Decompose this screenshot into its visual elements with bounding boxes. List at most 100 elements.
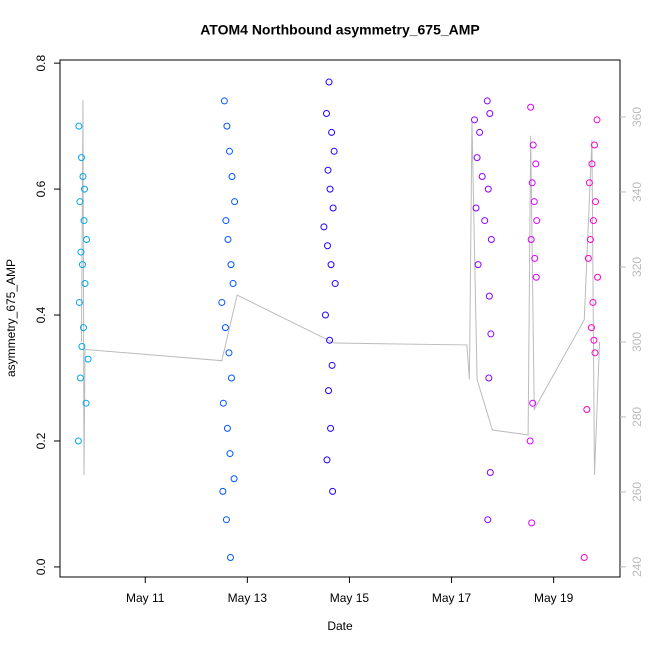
point [486, 468, 494, 476]
point [74, 437, 82, 445]
point [527, 235, 535, 243]
point [532, 273, 540, 281]
point [331, 280, 339, 288]
point [487, 235, 495, 243]
point [484, 185, 492, 193]
y2-tick-label: 240 [630, 557, 644, 577]
point [580, 553, 588, 561]
point [528, 519, 536, 527]
point [323, 456, 331, 464]
point [84, 355, 92, 363]
point [83, 235, 91, 243]
x-axis-label: Date [327, 619, 353, 633]
chart-title: ATOM4 Northbound asymmetry_675_AMP [200, 22, 480, 38]
point [223, 122, 231, 130]
point [583, 405, 591, 413]
y-tick-label: 0.6 [34, 180, 48, 197]
point [485, 374, 493, 382]
point [75, 298, 83, 306]
point [228, 374, 236, 382]
point [81, 185, 89, 193]
point [473, 154, 481, 162]
heading-line [80, 100, 601, 476]
point [77, 248, 85, 256]
point [320, 223, 328, 231]
point [76, 198, 84, 206]
point [474, 261, 482, 269]
point [587, 324, 595, 332]
point [588, 160, 596, 168]
point [526, 437, 534, 445]
point [80, 217, 88, 225]
x-tick-label: May 11 [126, 591, 165, 605]
point [324, 166, 332, 174]
point [219, 487, 227, 495]
point [79, 172, 87, 180]
point [484, 516, 492, 524]
y-axis-label: asymmetry_675_AMP [4, 259, 18, 377]
point [229, 280, 237, 288]
point [585, 179, 593, 187]
point [322, 110, 330, 118]
point [326, 336, 334, 344]
point [75, 122, 83, 130]
point [329, 487, 337, 495]
point [476, 128, 484, 136]
point [224, 235, 232, 243]
y2-tick-label: 300 [630, 332, 644, 352]
point [486, 110, 494, 118]
point [487, 330, 495, 338]
point [529, 141, 537, 149]
x-tick-label: May 15 [330, 591, 370, 605]
point [485, 292, 493, 300]
point [326, 185, 334, 193]
point [328, 361, 336, 369]
point [483, 97, 491, 105]
point [471, 116, 479, 124]
point [327, 261, 335, 269]
point [82, 399, 90, 407]
point [222, 217, 230, 225]
x-tick-label: May 17 [432, 591, 472, 605]
y2-tick-label: 360 [630, 107, 644, 127]
point [594, 273, 602, 281]
point [77, 154, 85, 162]
point [79, 324, 87, 332]
point [590, 336, 598, 344]
point [227, 553, 235, 561]
point [528, 179, 536, 187]
point [589, 217, 597, 225]
plot-frame [59, 59, 621, 578]
point [321, 311, 329, 319]
x-tick-label: May 19 [534, 591, 574, 605]
point [81, 280, 89, 288]
point [76, 374, 84, 382]
point [478, 172, 486, 180]
point [219, 399, 227, 407]
point [231, 198, 239, 206]
point [532, 160, 540, 168]
y2-tick-label: 320 [630, 257, 644, 277]
point [589, 298, 597, 306]
point [327, 424, 335, 432]
point [591, 349, 599, 357]
y-tick-label: 0.8 [34, 54, 48, 71]
point [225, 349, 233, 357]
point [225, 147, 233, 155]
y-tick-label: 0.4 [34, 306, 48, 323]
point [78, 261, 86, 269]
y2-tick-label: 340 [630, 182, 644, 202]
point [481, 217, 489, 225]
point [227, 261, 235, 269]
point [325, 387, 333, 395]
point [223, 424, 231, 432]
x-tick-label: May 13 [228, 591, 268, 605]
y-tick-label: 0.2 [34, 432, 48, 449]
point [218, 298, 226, 306]
point [591, 198, 599, 206]
point [527, 103, 535, 111]
point [593, 116, 601, 124]
point [586, 235, 594, 243]
point [529, 399, 537, 407]
